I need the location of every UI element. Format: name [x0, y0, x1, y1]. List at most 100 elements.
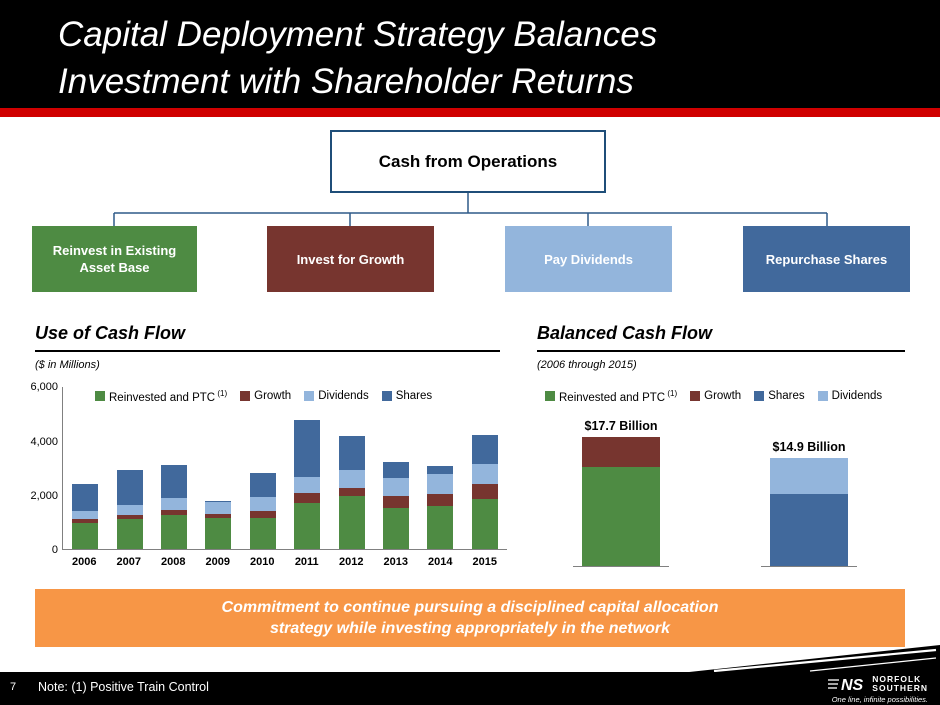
right-title-rule [537, 350, 905, 352]
y-tick-2000: 2,000 [30, 490, 58, 502]
bar-slot [285, 387, 329, 549]
legend-label: Growth [704, 390, 742, 403]
legend-label: Shares [395, 390, 433, 403]
bar-segment [471, 464, 498, 484]
svg-text:NS: NS [841, 677, 864, 694]
balanced-cash-flow-chart: $17.7 Billion $14.9 Billion [537, 404, 905, 567]
stacked-bar-2013 [383, 462, 410, 549]
stacked-bar-2007 [116, 470, 143, 549]
left-title-rule [35, 350, 500, 352]
shares-swatch [754, 391, 765, 402]
dividends-swatch [817, 391, 828, 402]
bar-slot [374, 387, 418, 549]
bar-segment [116, 519, 143, 549]
growth-swatch [240, 391, 251, 402]
bar-baseline [573, 566, 669, 567]
bar-segment [161, 465, 188, 498]
banner-line1: Commitment to continue pursuing a discip… [221, 599, 719, 616]
bar-segment [582, 437, 660, 467]
logo-wordmark: NORFOLK SOUTHERN [872, 675, 928, 693]
stacked-bar-2014 [427, 466, 454, 549]
bar-slot [63, 387, 107, 549]
bar-segment [116, 515, 143, 519]
stacked-bar-2010 [249, 473, 276, 549]
banner-line2: strategy while investing appropriately i… [269, 620, 671, 637]
bar-segment [427, 506, 454, 549]
bar-segment [383, 462, 410, 478]
bar-baseline [761, 566, 857, 567]
bar-segment [770, 458, 848, 494]
x-axis-label: 2011 [294, 556, 319, 568]
bar-slot [329, 387, 373, 549]
x-axis-label: 2015 [472, 556, 497, 568]
x-axis-labels: 2006 2007 2008 2009 2010 2011 2012 2013 2014 2015 [62, 556, 507, 568]
use-of-cash-flow-chart [62, 387, 507, 550]
bar-segment [205, 501, 232, 502]
x-axis-label: 2012 [339, 556, 364, 568]
bar-segment [383, 478, 410, 496]
bar-segment [338, 436, 365, 470]
slide-title-line1: Capital Deployment Strategy Balances [58, 15, 658, 54]
shares-swatch [381, 391, 392, 402]
stacked-bar [582, 437, 660, 566]
bar-segment [294, 493, 321, 503]
x-axis-label: 2010 [250, 556, 275, 568]
bar-segment [471, 484, 498, 499]
y-tick-6000: 6,000 [30, 381, 58, 393]
slide-title: Capital Deployment Strategy Balances Inv… [58, 11, 657, 105]
legend-label: Growth [254, 390, 292, 403]
bar-slot [418, 387, 462, 549]
y-tick-4000: 4,000 [30, 436, 58, 448]
bar-segment [427, 466, 454, 474]
bar-segment [471, 435, 498, 464]
bar-slot [463, 387, 507, 549]
swoosh-graphic [680, 645, 940, 673]
bar-segment [249, 518, 276, 549]
bar-segment [72, 523, 99, 549]
bar-segment [294, 503, 321, 549]
bar-segment [427, 494, 454, 506]
bar-segment [161, 510, 188, 515]
bar-segment [249, 473, 276, 497]
bar-segment [294, 420, 321, 477]
bar-segment [205, 514, 232, 518]
flow-box-reinvest-asset-base: Reinvest in Existing Asset Base [32, 226, 197, 292]
bar-segment [72, 519, 99, 523]
bar-segment [770, 494, 848, 566]
bar-segment [205, 502, 232, 514]
right-chart-subtitle: (2006 through 2015) [537, 359, 637, 371]
x-axis-label: 2006 [72, 556, 97, 568]
bar-slot [107, 387, 151, 549]
legend-item: Shares [381, 390, 433, 403]
bar-segment [338, 488, 365, 496]
stacked-bar-2008 [161, 465, 188, 549]
legend-item: Reinvested and PTC (1) [95, 389, 227, 404]
accent-rule [0, 108, 940, 117]
commitment-banner: Commitment to continue pursuing a discip… [35, 589, 905, 647]
stacked-bar-2009 [205, 501, 232, 549]
slide-title-line2: Investment with Shareholder Returns [58, 62, 634, 101]
legend-label: Reinvested and PTC (1) [559, 389, 678, 404]
bar-segment [338, 496, 365, 549]
footnote: Note: (1) Positive Train Control [38, 680, 209, 694]
bar-segment [161, 498, 188, 510]
stacked-bar-2011 [294, 420, 321, 549]
y-tick-0: 0 [51, 544, 58, 556]
flow-box-pay-dividends: Pay Dividends [505, 226, 672, 292]
bar-segment [427, 474, 454, 494]
bar-slot [196, 387, 240, 549]
x-axis-label: 2009 [205, 556, 230, 568]
legend-item: Dividends [817, 390, 882, 402]
legend-item: Dividends [304, 390, 369, 402]
bar-segment [294, 477, 321, 493]
right-chart-title: Balanced Cash Flow [537, 323, 713, 343]
bar-total-label: $14.9 Billion [772, 440, 846, 454]
legend-item: Growth [240, 390, 291, 402]
bar-segment [383, 496, 410, 508]
page-number: 7 [10, 681, 17, 693]
slide-footer: 7 Note: (1) Positive Train Control NS NO… [0, 672, 940, 705]
investment-bar-group: $17.7 Billion [573, 419, 669, 567]
x-axis-label: 2014 [428, 556, 453, 568]
bar-segment [249, 497, 276, 511]
bar-segment [116, 470, 143, 505]
